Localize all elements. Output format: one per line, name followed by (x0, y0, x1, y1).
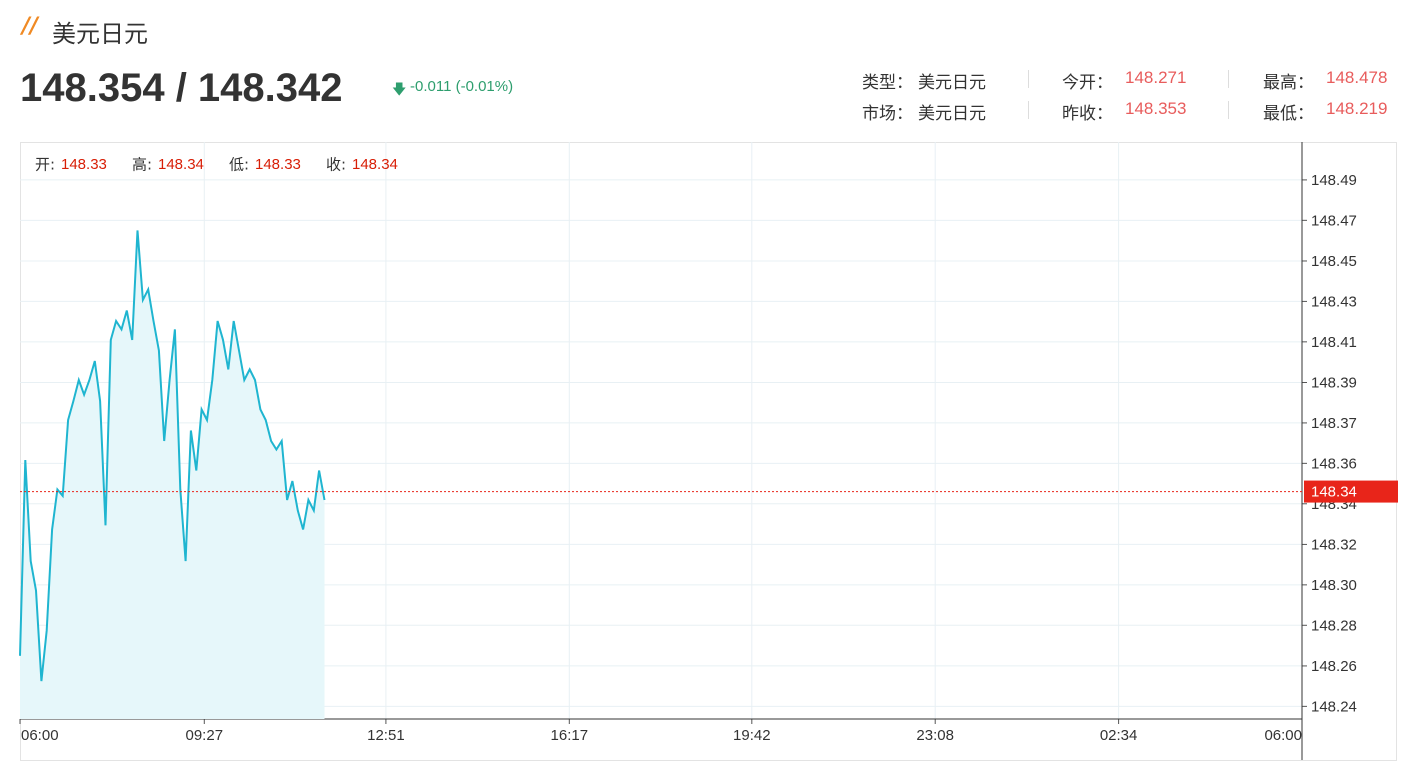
ohlc-value: 148.33 (255, 156, 301, 173)
info-label: 今开： (1062, 73, 1113, 93)
separator (1228, 70, 1229, 88)
x-tick-label: 06:00 (21, 727, 59, 744)
price: 148.354 / 148.342 (20, 66, 343, 110)
line (19, 230, 326, 682)
y-tick-label: 148.26 (1311, 658, 1357, 675)
x-tick-label: 19:42 (733, 727, 771, 744)
info-label: 昨收： (1062, 104, 1113, 124)
x-tick-label: 06:00 (1264, 727, 1302, 744)
y-tick-label: 148.49 (1311, 172, 1357, 189)
y-tick-label: 148.43 (1311, 293, 1357, 310)
info-value: 148.478 (1326, 68, 1388, 87)
ohlc-value: 148.33 (61, 156, 107, 173)
y-tick-label: 148.45 (1311, 253, 1357, 270)
x-tick-label: 23:08 (916, 727, 954, 744)
logo: // (22, 14, 39, 39)
separator (1028, 101, 1029, 119)
y-tick-label: 148.30 (1311, 577, 1357, 594)
down-arrow: 🡇 (392, 82, 407, 98)
separator (1028, 70, 1029, 88)
info-value: 148.271 (1125, 68, 1187, 87)
x-tick-label: 16:17 (551, 727, 589, 744)
title: 美元日元 (52, 20, 148, 48)
ohlc-label: 低: (229, 156, 249, 174)
x-tick-label: 12:51 (367, 727, 405, 744)
ohlc-label: 高: (132, 156, 152, 174)
y-tick-label: 148.36 (1311, 455, 1357, 472)
separator (1228, 101, 1229, 119)
info-label: 最低： (1263, 104, 1314, 124)
info-label: 市场： (862, 104, 913, 124)
chart-frame (20, 142, 1397, 761)
y-tick-label: 148.41 (1311, 334, 1357, 351)
info-label: 最高： (1263, 73, 1314, 93)
x-tick-label: 09:27 (186, 727, 224, 744)
area (20, 230, 325, 719)
info-value: 148.353 (1125, 99, 1187, 118)
ohlc-value: 148.34 (352, 156, 398, 173)
y-tick-label: 148.32 (1311, 536, 1357, 553)
y-tick-label: 148.39 (1311, 374, 1357, 391)
info-value: 美元日元 (918, 73, 986, 93)
ohlc-label: 开: (35, 156, 55, 174)
x-tick-label: 02:34 (1100, 727, 1138, 744)
info-label: 类型： (862, 73, 913, 93)
change: -0.011 (-0.01%) (410, 78, 514, 95)
y-tick-label: 148.37 (1311, 415, 1357, 432)
last-price-label: 148.34 (1311, 484, 1357, 501)
info-value: 148.219 (1326, 99, 1388, 118)
y-tick-label: 148.47 (1311, 212, 1357, 229)
ohlc-label: 收: (326, 156, 346, 174)
ohlc-value: 148.34 (158, 156, 204, 173)
y-tick-label: 148.24 (1311, 698, 1357, 715)
info-value: 美元日元 (918, 104, 986, 124)
y-tick-label: 148.28 (1311, 617, 1357, 634)
last-price-box (1304, 480, 1398, 503)
